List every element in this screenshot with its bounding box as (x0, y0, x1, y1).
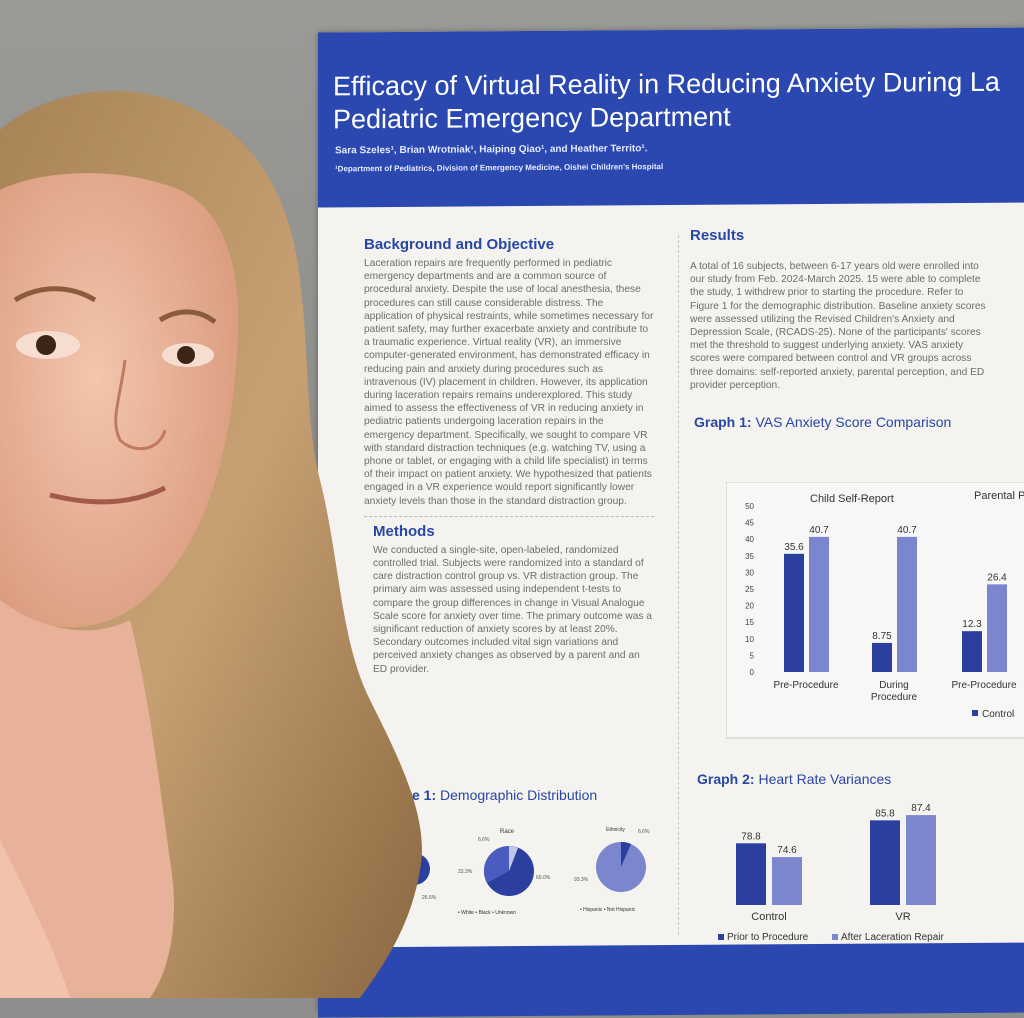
graph1-data-label: 40.7 (809, 525, 829, 536)
graph1-bar (872, 642, 892, 672)
nose (114, 359, 167, 451)
race-title: Race (500, 829, 515, 835)
background-body: Laceration repairs are frequently perfor… (364, 258, 654, 507)
graph1-ytick-label: 10 (745, 635, 754, 644)
race-pie-slice-black (483, 845, 509, 883)
graph2-bar (870, 820, 900, 905)
figure1-title-text: Demographic Distribution (440, 787, 598, 803)
graph1-ytick-label: 20 (745, 602, 754, 611)
graph1-chart: Child Self-Report Parental P 0 5 10 15 20 25 3… (726, 482, 1024, 739)
graph1-ytick-label: 15 (745, 618, 754, 627)
graph2-chart: 78.8 74.6 Control 85.8 87.4 VR Prior to Proce… (718, 803, 945, 943)
graph1-ytick-label: 30 (745, 568, 754, 577)
graph1-ytick-label: 5 (750, 651, 755, 660)
race-pie-slice-unknown (509, 846, 518, 871)
graph1-legend-swatch (972, 710, 978, 716)
eth-pct-a: 6.6% (638, 829, 650, 835)
graph1-bar (962, 631, 982, 672)
ethnicity-pie-slice-hispanic (621, 841, 631, 867)
right-iris (177, 346, 195, 364)
graph1-bar (809, 536, 829, 672)
graph1-label: Graph 1: (694, 414, 752, 431)
graph2-legend-swatch-prior (718, 934, 724, 940)
ethnicity-title: Ethnicity (606, 827, 625, 833)
section-divider (364, 515, 654, 517)
graph2-data-label: 85.8 (875, 808, 895, 819)
figure1-pies: 26.6% Race 6.6% 33.3% 60.0% • White • Bl… (398, 827, 650, 916)
left-eyebrow (13, 286, 97, 303)
graph1-category-label: Pre-Procedure (951, 680, 1016, 691)
graph1-ytick-label: 45 (745, 519, 754, 528)
graph2-data-label: 78.8 (741, 831, 761, 842)
graph1-panel2-title: Parental P (974, 490, 1024, 502)
graph1-data-label: 35.6 (784, 542, 804, 553)
results-body: A total of 16 subjects, between 6-17 yea… (690, 261, 986, 391)
graph2-bar (906, 815, 936, 905)
graph1-ytick-label: 0 (750, 668, 755, 677)
graph2-bar (772, 857, 802, 905)
race-pct-c: 60.0% (536, 875, 551, 881)
pie-left-pct: 26.6% (422, 895, 437, 901)
graph1-ytick-label: 25 (745, 585, 754, 594)
graph2-data-label: 74.6 (777, 845, 797, 856)
graph1-category-label: Procedure (871, 692, 918, 703)
graph2-legend-after: After Laceration Repair (841, 932, 945, 943)
graph1-data-label: 26.4 (987, 572, 1007, 583)
graph1-bar (987, 584, 1007, 672)
eth-pct-b: 93.3% (574, 877, 589, 883)
graph1-data-label: 40.7 (897, 525, 917, 536)
neck-chest (0, 600, 174, 998)
right-column: Results A total of 16 subjects, between … (690, 227, 990, 430)
mouth (49, 485, 167, 505)
graph2-legend-swatch-after (832, 934, 838, 940)
graph2-title-text: Heart Rate Variances (758, 771, 892, 787)
methods-body: We conducted a single-site, open-labeled… (373, 544, 652, 675)
graph1-data-label: 12.3 (962, 619, 982, 630)
graph1-ytick-label: 35 (745, 552, 754, 561)
race-legend: • White • Black • Unknown (458, 910, 516, 916)
graph2-title: Graph 2: Heart Rate Variances (697, 771, 891, 787)
graph1-title-text: VAS Anxiety Score Comparison (755, 414, 952, 431)
background-title: Background and Objective (364, 236, 555, 253)
graph2-category-label: Control (751, 911, 786, 923)
methods-title: Methods (373, 522, 435, 540)
graph2-label: Graph 2: (697, 771, 755, 787)
graph2-legend-prior: Prior to Procedure (727, 932, 809, 943)
graph1-panel1-title: Child Self-Report (810, 493, 894, 505)
results-title: Results (690, 227, 745, 244)
race-pct-b: 33.3% (458, 869, 473, 875)
graph2-category-label: VR (895, 911, 910, 923)
graph1-category-label: During (879, 680, 908, 691)
graph1-bar (784, 553, 804, 672)
graph2-data-label: 87.4 (911, 803, 931, 814)
graph1-bar (897, 536, 917, 672)
left-column: Background and Objective Laceration repa… (364, 236, 654, 676)
race-pct-a: 6.6% (478, 837, 490, 843)
ethnicity-legend: • Hispanic • Not Hispanic (580, 907, 636, 913)
graph1-category-label: Pre-Procedure (773, 680, 838, 691)
graph1-data-label: 8.75 (872, 631, 892, 642)
graph2-bar (736, 843, 766, 905)
right-eyebrow (158, 309, 217, 325)
graph1-title: Graph 1: VAS Anxiety Score Comparison (694, 414, 990, 430)
graph1-frame (726, 482, 1024, 739)
left-iris (36, 335, 56, 355)
graph1-ytick-label: 50 (745, 502, 754, 511)
shirt (0, 840, 70, 998)
graph1-ytick-label: 40 (745, 535, 754, 544)
graph1-legend-control: Control (982, 709, 1014, 720)
